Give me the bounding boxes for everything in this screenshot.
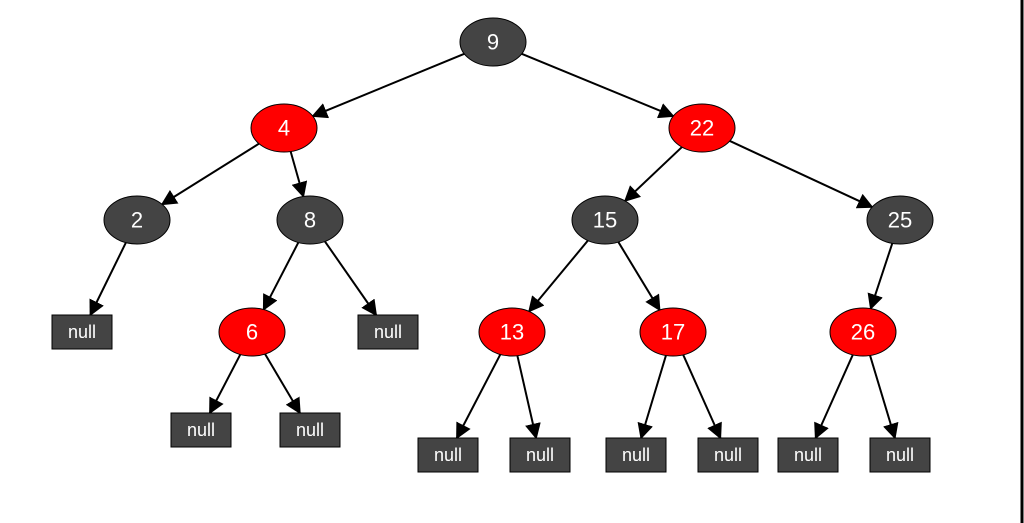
- tree-edge: [265, 354, 300, 413]
- tree-node: 9: [460, 18, 526, 66]
- tree-node: 13: [479, 308, 545, 356]
- tree-node: 6: [219, 308, 285, 356]
- tree-node: 25: [867, 196, 933, 244]
- node-label: 4: [278, 116, 290, 141]
- null-node: null: [358, 315, 418, 349]
- null-label: null: [68, 322, 96, 342]
- node-label: 8: [304, 208, 316, 233]
- tree-edge: [641, 355, 666, 438]
- null-label: null: [714, 445, 742, 465]
- null-label: null: [296, 420, 324, 440]
- red-black-tree-diagram: null null null null null null null null null null…: [0, 0, 1024, 523]
- tree-edge: [522, 54, 674, 116]
- null-node: null: [52, 315, 112, 349]
- null-node: null: [280, 413, 340, 447]
- null-label: null: [622, 445, 650, 465]
- null-label: null: [886, 445, 914, 465]
- tree-edge: [457, 354, 500, 438]
- tree-edge: [90, 243, 126, 315]
- node-label: 22: [690, 116, 714, 141]
- tree-edge: [291, 152, 304, 197]
- tree-node: 17: [640, 308, 706, 356]
- tree-edge: [264, 242, 299, 309]
- tree-node: 8: [277, 196, 343, 244]
- null-node: null: [870, 438, 930, 472]
- tree-edge: [325, 241, 376, 315]
- node-label: 13: [500, 320, 524, 345]
- node-label: 17: [661, 320, 685, 345]
- null-label: null: [187, 420, 215, 440]
- tree-edge: [529, 241, 588, 312]
- node-label: 26: [851, 320, 875, 345]
- nodes-layer: 94222815256131726: [104, 18, 933, 356]
- null-node: null: [171, 413, 231, 447]
- node-label: 6: [246, 320, 258, 345]
- null-label: null: [434, 445, 462, 465]
- tree-edge: [313, 54, 465, 116]
- tree-edge: [162, 144, 259, 205]
- tree-edge: [625, 147, 682, 201]
- tree-edge: [683, 355, 720, 438]
- node-label: 25: [888, 208, 912, 233]
- null-label: null: [794, 445, 822, 465]
- null-node: null: [606, 438, 666, 472]
- tree-edge: [816, 355, 853, 438]
- tree-node: 4: [251, 104, 317, 152]
- edges-layer: [90, 54, 895, 438]
- tree-edge: [870, 355, 895, 438]
- node-label: 15: [593, 208, 617, 233]
- tree-edge: [517, 356, 536, 438]
- tree-edge: [871, 243, 893, 308]
- null-node: null: [698, 438, 758, 472]
- null-label: null: [526, 445, 554, 465]
- node-label: 9: [487, 30, 499, 55]
- tree-edge: [210, 354, 240, 413]
- tree-edge: [618, 242, 659, 310]
- tree-node: 22: [669, 104, 735, 152]
- null-label: null: [374, 322, 402, 342]
- null-node: null: [778, 438, 838, 472]
- tree-node: 15: [572, 196, 638, 244]
- null-node: null: [418, 438, 478, 472]
- tree-node: 26: [830, 308, 896, 356]
- tree-edge: [730, 141, 872, 207]
- node-label: 2: [131, 208, 143, 233]
- null-node: null: [510, 438, 570, 472]
- tree-node: 2: [104, 196, 170, 244]
